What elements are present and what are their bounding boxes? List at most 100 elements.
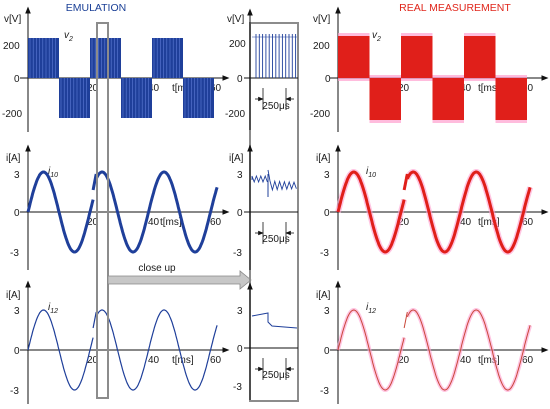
x-tick-label: 20 (398, 83, 410, 94)
y-tick-label: 0 (14, 208, 20, 219)
x-tick-label: 40 (148, 217, 160, 228)
y-axis-label: i[A] (6, 290, 21, 301)
y-tick-label: 3 (237, 306, 243, 317)
emulation-title: EMULATION (66, 2, 126, 14)
voltage-block (183, 78, 214, 118)
y-tick-label: -3 (320, 386, 329, 397)
x-axis-label: t[ms] (160, 217, 182, 228)
x-tick-label: 20 (87, 83, 99, 94)
y-tick-label: -200 (2, 109, 22, 120)
voltage-block (495, 78, 527, 120)
time-marker-label: 250μs (262, 234, 289, 245)
signal-label-i10: i10 (48, 166, 58, 179)
x-tick-label: 20 (398, 217, 410, 228)
x-tick-label: 40 (148, 355, 160, 366)
y-tick-label: -3 (10, 386, 19, 397)
y-tick-label: 0 (324, 346, 330, 357)
current-trace (336, 170, 406, 254)
x-tick-label: 60 (210, 217, 222, 228)
real-i12-panel: i[A] 3 0 -3 20 40 60 t[ms] i12 (316, 280, 549, 404)
close-up-i10-panel: i[A] 3 0 -3 250μs (229, 144, 298, 270)
x-tick-label: 60 (210, 83, 222, 94)
real-voltage-panel: v[V] 200 0 -200 20 40 60 t[ms] v2 (310, 6, 549, 132)
time-marker-label: 250μs (262, 101, 289, 112)
time-marker (255, 88, 294, 110)
y-tick-label: 200 (3, 41, 20, 52)
time-marker-label: 250μs (262, 370, 289, 381)
x-axis-label: t[ms] (172, 355, 194, 366)
close-up-i12-panel: 3 0 -3 250μs (233, 282, 298, 400)
y-axis-label: v[V] (313, 14, 330, 25)
emulation-i10-waveform (26, 170, 219, 254)
y-tick-label: 200 (313, 41, 330, 52)
close-up-voltage-panel: v[V] 200 0 -200 250μs (225, 8, 298, 130)
y-tick-label: -3 (233, 248, 242, 259)
voltage-block (464, 36, 496, 78)
step-trace (251, 312, 298, 329)
x-axis-label: t[ms] (478, 83, 500, 94)
zoom-window-box (96, 22, 109, 399)
ripple-trace (251, 174, 268, 184)
y-tick-label: -3 (10, 248, 19, 259)
signal-label-v2: v2 (372, 30, 381, 43)
x-tick-label: 40 (460, 355, 472, 366)
y-tick-label: 0 (14, 74, 20, 85)
voltage-block (59, 78, 90, 118)
y-tick-label: 0 (237, 74, 243, 85)
x-axis-label: t[ms] (172, 83, 194, 94)
time-marker (255, 358, 294, 380)
signal-label-i10: i10 (366, 166, 376, 179)
voltage-block (369, 78, 401, 120)
voltage-block (432, 78, 464, 120)
signal-label-v2: v2 (64, 30, 73, 43)
voltage-block (90, 38, 121, 78)
current-trace (26, 170, 95, 254)
emulation-voltage-panel: v[V] 200 0 -200 20 40 60 t[ms] v2 (2, 6, 230, 132)
current-trace (94, 170, 219, 254)
x-tick-label: 20 (398, 355, 410, 366)
y-axis-label: i[A] (229, 153, 244, 164)
emulation-i12-panel: i[A] 3 0 -3 20 40 60 t[ms] i12 (6, 280, 230, 404)
y-tick-label: 3 (324, 170, 330, 181)
y-tick-label: 0 (325, 74, 331, 85)
signal-label-i12: i12 (48, 302, 58, 315)
y-tick-label: -3 (320, 248, 329, 259)
current-trace (337, 309, 405, 391)
current-jump (92, 311, 97, 329)
x-tick-label: 20 (87, 355, 99, 366)
x-tick-label: 60 (522, 355, 534, 366)
voltage-block (152, 38, 183, 78)
y-axis-label: i[A] (6, 153, 21, 164)
emulation-i12-waveform (27, 309, 218, 391)
real-measurement-title: REAL MEASUREMENT (399, 2, 511, 14)
x-tick-label: 40 (460, 83, 472, 94)
y-tick-label: 0 (324, 208, 330, 219)
close-up-voltage-waveform (252, 34, 297, 78)
current-trace (405, 170, 532, 254)
time-marker (255, 222, 294, 244)
ripple-trace (267, 169, 297, 192)
y-tick-label: -200 (225, 109, 245, 120)
current-trace (406, 309, 531, 391)
real-i10-panel: i[A] 3 0 -3 20 40 60 t[ms] i10 (316, 144, 549, 270)
real-i10-waveform (335, 168, 533, 256)
y-tick-label: -3 (233, 382, 242, 393)
x-axis-label: t[ms] (478, 355, 500, 366)
close-up-arrow (107, 270, 252, 290)
voltage-block (121, 78, 152, 118)
y-axis-label: v[V] (4, 14, 21, 25)
y-tick-label: 3 (324, 306, 330, 317)
voltage-block (28, 38, 59, 78)
x-tick-label: 20 (87, 217, 99, 228)
close-up-i12-waveform (251, 312, 298, 329)
emulation-v2-waveform (28, 38, 214, 118)
y-tick-label: -200 (310, 109, 330, 120)
real-i12-waveform (336, 307, 533, 393)
x-tick-label: 60 (522, 217, 534, 228)
real-v2-waveform (338, 33, 527, 123)
y-tick-label: 3 (237, 170, 243, 181)
emulation-i10-panel: i[A] 3 0 -3 20 40 60 t[ms] i10 (6, 144, 230, 270)
x-tick-label: 40 (148, 83, 160, 94)
y-tick-label: 0 (237, 208, 243, 219)
